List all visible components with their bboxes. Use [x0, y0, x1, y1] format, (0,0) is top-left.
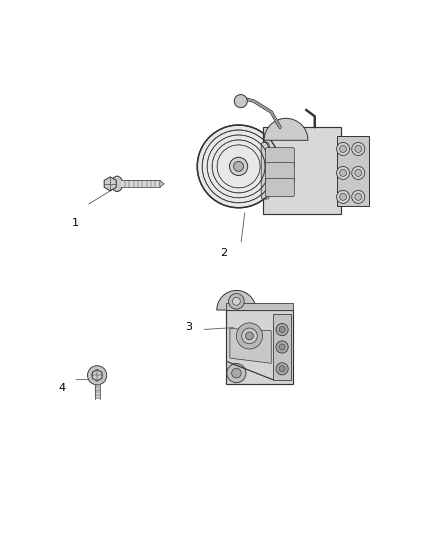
Circle shape: [352, 166, 365, 180]
Circle shape: [355, 146, 362, 152]
Circle shape: [336, 166, 350, 180]
Text: 1: 1: [72, 218, 79, 228]
Bar: [273, 314, 291, 379]
Circle shape: [242, 328, 257, 344]
Bar: [226, 303, 293, 310]
Polygon shape: [230, 328, 271, 364]
Circle shape: [227, 364, 246, 383]
Circle shape: [279, 327, 285, 333]
Circle shape: [276, 362, 288, 375]
Circle shape: [246, 332, 253, 340]
Bar: [95, 385, 100, 399]
Circle shape: [336, 190, 350, 204]
Circle shape: [339, 146, 346, 152]
Circle shape: [352, 190, 365, 204]
Circle shape: [197, 125, 280, 208]
Circle shape: [276, 324, 288, 336]
Bar: [336, 136, 369, 206]
Circle shape: [339, 169, 346, 176]
Bar: [262, 127, 341, 214]
Wedge shape: [264, 118, 308, 140]
Circle shape: [229, 294, 244, 309]
Circle shape: [355, 169, 362, 176]
Circle shape: [279, 344, 285, 350]
Wedge shape: [217, 290, 256, 310]
Circle shape: [276, 341, 288, 353]
Circle shape: [237, 323, 262, 349]
Ellipse shape: [112, 176, 123, 191]
FancyBboxPatch shape: [265, 163, 294, 182]
Circle shape: [234, 94, 247, 108]
Circle shape: [352, 142, 365, 156]
Circle shape: [279, 366, 285, 372]
Text: 4: 4: [59, 383, 66, 393]
Text: 3: 3: [185, 322, 192, 333]
Circle shape: [88, 366, 107, 385]
Bar: [120, 180, 160, 187]
Circle shape: [336, 142, 350, 156]
FancyBboxPatch shape: [265, 148, 294, 168]
FancyBboxPatch shape: [265, 179, 294, 197]
FancyBboxPatch shape: [261, 142, 269, 199]
Circle shape: [355, 193, 362, 200]
Circle shape: [232, 368, 241, 378]
Circle shape: [233, 297, 240, 305]
Circle shape: [339, 193, 346, 200]
Text: 2: 2: [220, 248, 227, 259]
Polygon shape: [92, 370, 102, 381]
Circle shape: [233, 161, 244, 172]
Polygon shape: [104, 177, 116, 191]
Polygon shape: [160, 180, 164, 187]
Bar: [226, 310, 293, 384]
Circle shape: [230, 157, 247, 175]
